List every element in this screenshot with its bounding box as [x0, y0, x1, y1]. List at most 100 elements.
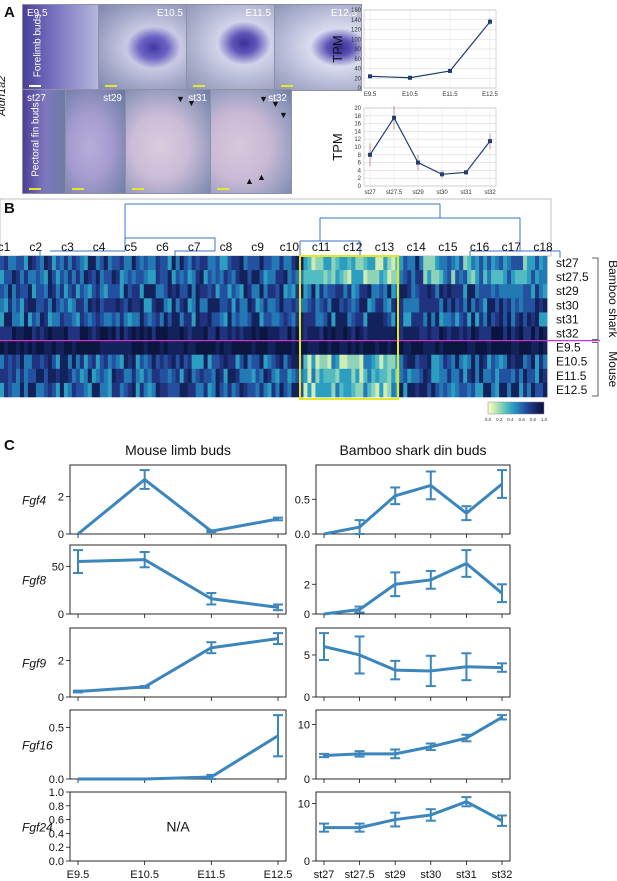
heatmap-cell: [443, 326, 448, 341]
series-line: [369, 116, 491, 175]
heatmap-cell: [239, 298, 244, 313]
heatmap-cell: [111, 270, 117, 285]
scale-bar: [281, 85, 293, 87]
heatmap-cell: [95, 326, 101, 341]
heatmap-cell: [491, 382, 496, 398]
heatmap-cell: [175, 256, 181, 271]
heatmap-cell: [7, 354, 13, 370]
gene-label: Fgf8: [22, 574, 46, 588]
x-tick-label: st27: [364, 190, 376, 196]
gene-label: Fgf9: [22, 657, 46, 671]
cluster-label: c3: [61, 240, 74, 254]
heatmap-cell: [355, 368, 360, 384]
data-point: [408, 75, 412, 80]
heatmap-cell: [247, 382, 252, 398]
heatmap-cell: [283, 326, 288, 341]
heatmap-cell: [179, 284, 185, 299]
heatmap-cell: [99, 326, 105, 341]
heatmap-cell: [83, 340, 89, 355]
heatmap-cell: [299, 284, 304, 299]
heatmap-cell: [407, 312, 412, 327]
arrowhead-marker: ▼: [176, 94, 185, 104]
heatmap-cell: [327, 298, 332, 313]
heatmap-cell: [463, 312, 468, 327]
heatmap-cell: [279, 368, 284, 384]
heatmap-cell: [183, 270, 189, 285]
heatmap-cell: [279, 256, 284, 271]
heatmap-cell: [267, 312, 272, 327]
heatmap-cell: [123, 340, 129, 355]
heatmap-cell: [467, 312, 472, 327]
heatmap-cell: [475, 284, 480, 299]
heatmap-cell: [259, 298, 264, 313]
heatmap-cell: [143, 312, 149, 327]
heatmap-cell: [47, 354, 53, 370]
heatmap-cell: [371, 270, 376, 285]
heatmap-cell: [123, 326, 129, 341]
heatmap-cell: [203, 298, 209, 313]
heatmap-cell: [411, 284, 416, 299]
heatmap-cell: [535, 256, 540, 271]
y-tick-label: 8: [358, 153, 362, 159]
heatmap-cell: [111, 340, 117, 355]
heatmap-cell: [311, 340, 316, 355]
heatmap-cell: [383, 326, 388, 341]
column-title: Mouse limb buds: [125, 442, 231, 458]
heatmap-cell: [299, 382, 304, 398]
heatmap-cell: [15, 340, 21, 355]
heatmap-cell: [535, 298, 540, 313]
heatmap-cell: [295, 340, 300, 355]
heatmap-cell: [11, 284, 17, 299]
heatmap-cell: [47, 312, 53, 327]
heatmap-cell: [171, 354, 177, 370]
heatmap-cell: [67, 340, 73, 355]
heatmap-cell: [303, 256, 308, 271]
heatmap-cell: [287, 270, 292, 285]
heatmap-cell: [99, 312, 105, 327]
heatmap-cell: [491, 368, 496, 384]
heatmap-cell: [159, 312, 165, 327]
heatmap-cell: [315, 312, 320, 327]
heatmap-cell: [447, 354, 452, 370]
heatmap-cell: [343, 298, 348, 313]
heatmap-cell: [99, 340, 105, 355]
heatmap-cell: [411, 298, 416, 313]
heatmap-cell: [107, 326, 113, 341]
heatmap-cell: [23, 368, 29, 384]
heatmap-cell: [131, 340, 137, 355]
heatmap-cell: [131, 382, 137, 398]
heatmap-cell: [387, 270, 392, 285]
heatmap-cell: [303, 270, 308, 285]
heatmap-cell: [283, 284, 288, 299]
heatmap-cell: [147, 368, 153, 384]
x-tick-label: st27.5: [386, 190, 403, 196]
heatmap-cell: [219, 298, 224, 313]
heatmap-cell: [0, 256, 5, 271]
heatmap-cell: [135, 326, 141, 341]
heatmap-cell: [215, 256, 220, 271]
heatmap-cell: [507, 382, 512, 398]
heatmap-cell: [43, 256, 49, 271]
heatmap-cell: [207, 284, 213, 299]
heatmap-cell: [495, 354, 500, 370]
heatmap-cell: [223, 382, 228, 398]
heatmap-cell: [95, 256, 101, 271]
heatmap-cell: [387, 312, 392, 327]
heatmap-cell: [199, 284, 205, 299]
heatmap-cell: [67, 326, 73, 341]
heatmap-cell: [263, 340, 268, 355]
x-tick-label: E12.5: [264, 869, 293, 881]
heatmap-cell: [151, 298, 157, 313]
heatmap-cell: [411, 256, 416, 271]
heatmap-cell: [43, 270, 49, 285]
heatmap-cell: [7, 312, 13, 327]
heatmap-cell: [179, 326, 185, 341]
heatmap-cell: [363, 270, 368, 285]
heatmap-cell: [483, 270, 488, 285]
heatmap-cell: [355, 256, 360, 271]
heatmap-cell: [11, 270, 17, 285]
heatmap-cell: [79, 354, 85, 370]
heatmap-cell: [183, 354, 189, 370]
heatmap-cell: [543, 284, 548, 299]
heatmap-cell: [255, 270, 260, 285]
